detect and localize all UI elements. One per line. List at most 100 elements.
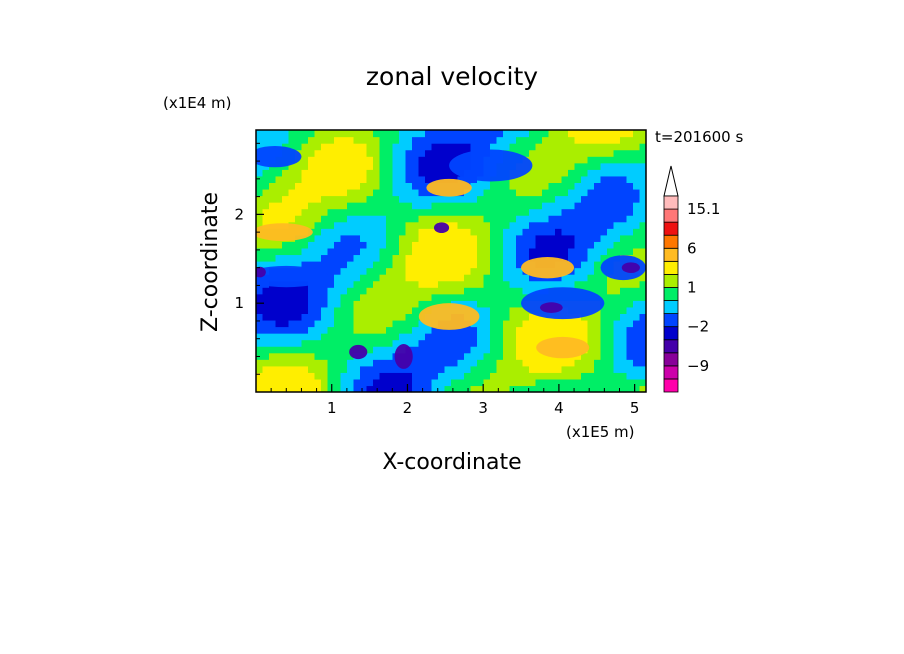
field-cell xyxy=(425,202,433,210)
field-cell xyxy=(587,247,595,256)
field-cell xyxy=(405,372,413,380)
field-cell xyxy=(470,254,478,262)
field-cell xyxy=(438,130,446,138)
field-cell xyxy=(444,234,452,242)
field-cell xyxy=(633,175,641,183)
field-cell xyxy=(587,136,595,144)
field-cell xyxy=(613,365,621,373)
field-cell xyxy=(392,247,400,256)
field-cell xyxy=(373,149,381,157)
field-cell xyxy=(334,319,342,328)
field-cell xyxy=(561,385,569,392)
colorbar-swatch xyxy=(663,352,679,367)
field-cell xyxy=(262,346,270,354)
field-cell xyxy=(444,130,452,138)
field-cell xyxy=(522,143,530,151)
field-cell xyxy=(587,182,595,190)
field-cell xyxy=(542,162,550,170)
field-cell xyxy=(594,221,602,229)
field-cell xyxy=(321,228,329,236)
field-cell xyxy=(620,215,628,223)
field-cell xyxy=(542,241,550,249)
field-cell xyxy=(340,372,348,380)
field-cell xyxy=(308,326,316,334)
field-cell xyxy=(360,234,368,242)
field-cell xyxy=(587,188,595,197)
field-cell xyxy=(353,130,361,138)
field-cell xyxy=(295,143,303,151)
field-cell xyxy=(256,182,264,190)
field-cell xyxy=(425,333,433,341)
field-cell xyxy=(373,215,381,223)
field-cell xyxy=(340,188,348,197)
field-cell xyxy=(594,254,602,262)
field-cell xyxy=(347,306,355,314)
field-cell xyxy=(425,149,433,157)
field-cell xyxy=(301,208,309,216)
field-cell xyxy=(587,385,595,392)
field-cell xyxy=(360,378,368,387)
field-cell xyxy=(555,175,563,183)
field-cell xyxy=(327,162,335,170)
field-cell xyxy=(269,136,277,144)
field-cell xyxy=(633,385,641,392)
field-cell xyxy=(470,372,478,380)
field-cell xyxy=(275,385,283,392)
field-cell xyxy=(366,221,374,229)
field-cell xyxy=(600,254,608,262)
field-cell xyxy=(483,352,491,360)
field-cell xyxy=(587,319,595,328)
field-cell xyxy=(275,319,283,328)
field-cell xyxy=(431,195,439,203)
field-cell xyxy=(496,346,504,354)
field-cell xyxy=(613,359,621,367)
field-cell xyxy=(633,143,641,151)
field-cell xyxy=(496,261,504,269)
field-cell xyxy=(412,221,420,229)
field-cell xyxy=(353,202,361,210)
field-cell xyxy=(613,188,621,197)
field-cell xyxy=(594,130,602,138)
field-cell xyxy=(503,208,511,216)
field-cell xyxy=(262,300,270,308)
field-cell xyxy=(555,241,563,249)
field-cell xyxy=(548,175,556,183)
field-cell xyxy=(334,378,342,387)
x-axis-unit: (x1E5 m) xyxy=(566,423,635,441)
field-cell xyxy=(405,254,413,262)
colorbar-label: 15.1 xyxy=(687,200,720,218)
field-cell xyxy=(496,267,504,275)
field-cell xyxy=(405,306,413,314)
field-cell xyxy=(561,149,569,157)
field-cell xyxy=(568,280,576,288)
field-cell xyxy=(529,175,537,183)
field-cell xyxy=(275,359,283,367)
field-cell xyxy=(347,195,355,203)
field-cell xyxy=(321,378,329,387)
field-cell xyxy=(386,287,394,295)
field-cell xyxy=(438,215,446,223)
field-cell xyxy=(633,195,641,203)
field-cell xyxy=(581,359,589,367)
field-cell xyxy=(496,352,504,360)
field-cell xyxy=(327,228,335,236)
field-cell xyxy=(340,300,348,308)
field-cell xyxy=(353,339,361,347)
field-cell xyxy=(581,182,589,190)
field-cell xyxy=(568,378,576,387)
field-region xyxy=(521,257,575,279)
field-cell xyxy=(639,326,646,334)
field-cell xyxy=(314,339,322,347)
field-cell xyxy=(379,247,387,256)
field-cell xyxy=(535,385,543,392)
field-cell xyxy=(340,287,348,295)
field-cell xyxy=(327,182,335,190)
field-cell xyxy=(366,365,374,373)
field-cell xyxy=(321,195,329,203)
field-cell xyxy=(587,326,595,334)
field-cell xyxy=(425,300,433,308)
field-cell xyxy=(334,326,342,334)
field-cell xyxy=(386,300,394,308)
field-cell xyxy=(334,306,342,314)
field-cell xyxy=(444,280,452,288)
